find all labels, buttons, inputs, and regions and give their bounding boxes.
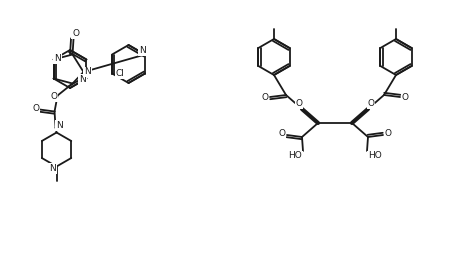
Text: N: N: [84, 68, 91, 77]
Text: O: O: [261, 92, 268, 101]
Text: HO: HO: [368, 152, 382, 161]
Text: O: O: [385, 130, 392, 139]
Text: N: N: [139, 46, 146, 55]
Text: O: O: [72, 29, 79, 38]
Text: O: O: [279, 130, 286, 139]
Text: HO: HO: [288, 152, 302, 161]
Text: Cl: Cl: [116, 69, 125, 78]
Text: O: O: [32, 104, 39, 113]
Text: O: O: [401, 92, 408, 101]
Text: O: O: [367, 99, 374, 108]
Text: N: N: [49, 164, 56, 173]
Text: O: O: [50, 92, 57, 101]
Text: O: O: [295, 99, 303, 108]
Text: N: N: [79, 75, 86, 84]
Text: N: N: [56, 121, 63, 130]
Text: N: N: [54, 54, 61, 63]
